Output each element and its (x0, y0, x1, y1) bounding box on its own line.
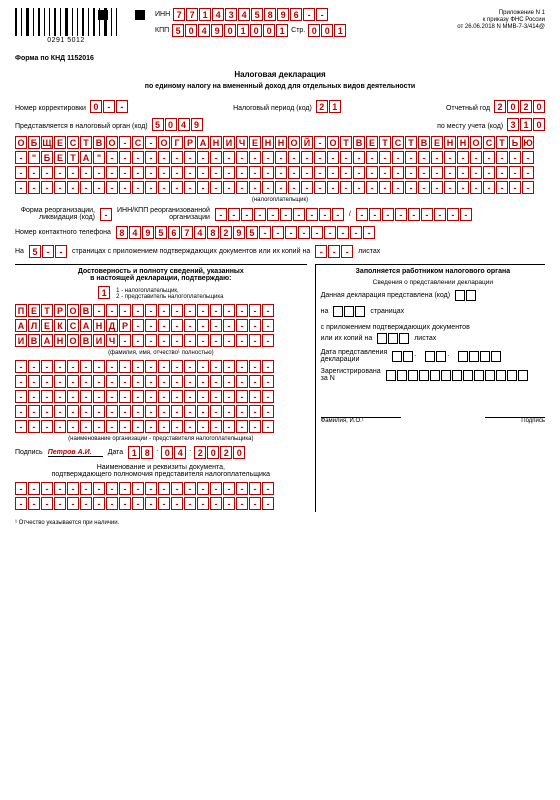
taxpayer-note: (налогоплательщик) (15, 197, 545, 203)
who-note: 1 - налогоплательщик, 2 - представитель … (116, 288, 223, 300)
date-label: Дата (108, 449, 124, 456)
place-label: по месту учета (код) (437, 123, 503, 130)
page: 0291 5012 ИНН 7714345896-- КПП 504901001… (0, 0, 560, 800)
reorg-form-label: Форма реорганизации, ликвидация (код) (15, 207, 95, 221)
inn-label: ИНН (155, 11, 170, 18)
subtitle: по единому налогу на вмененный доход для… (15, 83, 545, 90)
footnote: ¹ Отчество указывается при наличии. (15, 520, 545, 526)
org-rep-rows: ----------------------------------------… (15, 360, 307, 435)
period-cells: 21 (316, 100, 341, 113)
doc-title: Наименование и реквизиты документа, подт… (15, 464, 307, 478)
kpp-cells: 504901001 (172, 24, 288, 37)
knd-code: Форма по КНД 1152016 (15, 55, 545, 62)
corr-label: Номер корректировки (15, 105, 86, 112)
reorg-kpp-cells: --------- (356, 208, 472, 221)
submit-cells: 5049 (152, 118, 203, 131)
r-sig1: Фамилия, И.О.¹ (321, 418, 364, 424)
phone-cells: 84956748295--------- (116, 226, 375, 239)
r-l4a: или их копий на (321, 335, 373, 342)
title: Налоговая декларация (15, 70, 545, 79)
r-sig2: Подпись (521, 418, 545, 424)
pages-cells: 5-- (29, 245, 67, 258)
reorg-inn-cells: ---------- (215, 208, 344, 221)
r-l5: Дата представления декларации (321, 349, 388, 363)
date-cells: 18.04.2020 (128, 446, 245, 459)
pages-mid: страницах с приложением подтверждающих д… (72, 248, 310, 255)
year-cells: 2020 (494, 100, 545, 113)
left-title: Достоверность и полноту сведений, указан… (15, 268, 307, 282)
kpp-label: КПП (155, 27, 169, 34)
doc-rows: ---------------------------------------- (15, 482, 307, 512)
black-marker-2 (135, 10, 145, 20)
year-label: Отчетный год (446, 105, 490, 112)
r-l1: Данная декларация представлена (код) (321, 292, 450, 299)
corr-cells: 0-- (90, 100, 128, 113)
pages-prefix: На (15, 248, 24, 255)
reorg-innkpp-label: ИНН/КПП реорганизованной организации (117, 207, 210, 221)
barcode-number: 0291 5012 (15, 37, 117, 44)
who-cells: 1 (98, 286, 110, 299)
black-marker-1 (98, 10, 108, 20)
r-l4b: листах (414, 335, 436, 342)
sig-label: Подпись (15, 449, 43, 456)
org-name-grid: ОБЩЕСТВО-С-ОГРАНИЧЕННОЙ-ОТВЕТСТВЕННОСТЬЮ… (15, 136, 545, 196)
right-sved: Сведения о представлении декларации (321, 279, 545, 286)
left-signature-section: Достоверность и полноту сведений, указан… (15, 264, 307, 512)
str-cells: 001 (308, 24, 346, 37)
r-l2b: страницах (370, 308, 404, 315)
str-label: Стр. (291, 27, 305, 34)
r-l3: с приложением подтверждающих документов (321, 324, 470, 331)
signature: Петров А.И. (48, 449, 92, 456)
phone-label: Номер контактного телефона (15, 229, 111, 236)
appendix-note: Приложение N 1 к приказу ФНС России от 2… (457, 10, 545, 32)
r-l2a: на (321, 308, 329, 315)
pages-suffix: листах (358, 248, 380, 255)
submit-label: Представляется в налоговый орган (код) (15, 123, 148, 130)
right-title: Заполняется работником налогового органа (321, 268, 545, 275)
fio-note: (фамилия, имя, отчество¹ полностью) (15, 350, 307, 356)
period-label: Налоговый период (код) (233, 105, 312, 112)
place-cells: 310 (507, 118, 545, 131)
org-rep-note: (наименование организации - представител… (15, 436, 307, 442)
right-tax-section: Заполняется работником налогового органа… (315, 264, 545, 512)
name-rows: ПЕТРОВ--------------АЛЕКСАНДР-----------… (15, 304, 307, 349)
att-cells: --- (315, 245, 353, 258)
inn-cells: 7714345896-- (173, 8, 328, 21)
r-l6: Зарегистрирована за N (321, 368, 381, 382)
reorg-form-cells: - (100, 208, 112, 221)
